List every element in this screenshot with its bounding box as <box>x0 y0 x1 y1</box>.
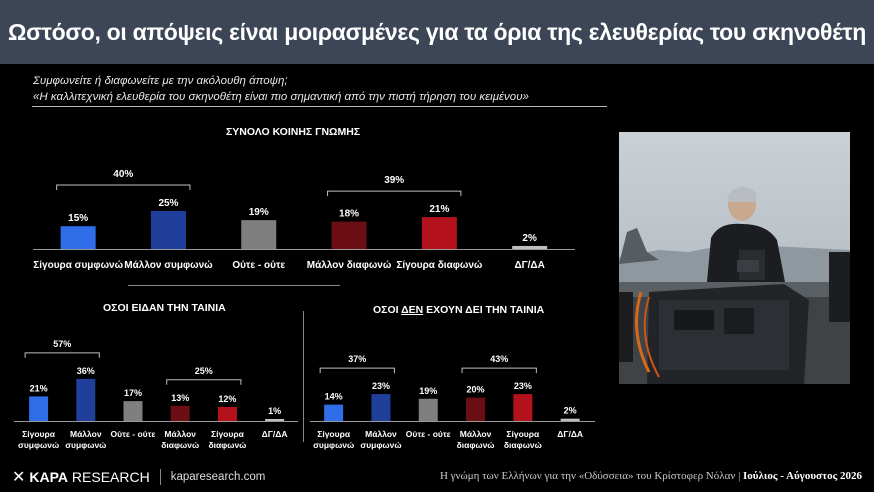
chart-1-value-label-0: 21% <box>30 383 48 393</box>
chart-2-bar-1 <box>371 394 391 421</box>
chart-2-bar-5 <box>560 418 580 421</box>
chart-0-value-label-0: 15% <box>68 213 88 224</box>
chart-0-group-total-0: 40% <box>113 169 133 180</box>
chart-2-value-label-1: 23% <box>372 381 390 391</box>
footer-caption: Η γνώμη των Ελλήνων για την «Οδύσσεια» τ… <box>439 470 862 482</box>
chart-1-category-label-4: Σίγουρα διαφωνώ <box>208 429 246 450</box>
chart-0-category-label-1: Μάλλον συμφωνώ <box>124 260 213 271</box>
chart-1-value-label-4: 12% <box>218 394 236 404</box>
footer-website[interactable]: kaparesearch.com <box>170 471 266 483</box>
chart-2-category-label-0: Σίγουρα συμφωνώ <box>313 429 354 450</box>
chart-2-value-label-0: 14% <box>325 392 343 402</box>
chart-1-value-label-3: 13% <box>171 393 189 403</box>
chart-1-group-total-0: 57% <box>53 339 71 349</box>
chart-0-bar-1 <box>150 211 186 249</box>
title-bar: Ωστόσο, οι απόψεις είναι μοιρασμένες για… <box>0 0 874 64</box>
chart-0-group-bracket-1 <box>327 190 462 197</box>
chart-0-value-label-5: 2% <box>522 233 537 244</box>
chart-1-bar-0 <box>29 396 49 421</box>
chart-title-total: ΣΥΝΟΛΟ ΚΟΙΝΗΣ ΓΝΩΜΗΣ <box>226 126 361 138</box>
chart-1-category-label-0: Σίγουρα συμφωνώ <box>18 429 59 450</box>
chart-2-group-total-0: 37% <box>348 354 366 364</box>
chart-1-bar-2 <box>123 401 143 421</box>
chart-2-group-bracket-0 <box>319 367 395 374</box>
chart-0-bar-3 <box>331 221 367 249</box>
chart-0-category-label-2: Ούτε - ούτε <box>232 260 285 271</box>
chart-2-value-label-4: 23% <box>514 381 532 391</box>
chart-1-value-label-5: 1% <box>268 406 281 416</box>
chart-title-not-watched: ΟΣΟΙ ΔΕΝ ΕΧΟΥΝ ΔΕΙ ΤΗΝ ΤΑΙΝΙΑ <box>373 304 545 316</box>
chart-0-category-label-5: ΔΓ/ΔΑ <box>514 260 544 271</box>
chart-1-bar-4 <box>217 406 237 421</box>
chart-0-group-total-1: 39% <box>384 175 404 186</box>
chart-1-group-bracket-0 <box>24 352 100 358</box>
section-divider-vertical <box>303 311 304 442</box>
question-line-1: Συμφωνείτε ή διαφωνείτε με την ακόλουθη … <box>33 75 288 87</box>
footer-divider <box>159 469 161 485</box>
chart-1-bar-5 <box>265 419 285 421</box>
chart-2-category-label-2: Ούτε - ούτε <box>406 429 451 439</box>
chart-2-category-label-5: ΔΓ/ΔΑ <box>557 429 583 439</box>
chart-1-group-total-1: 25% <box>195 366 213 376</box>
film-set-photo <box>619 132 850 384</box>
chart-2-bar-4 <box>513 394 533 421</box>
survey-question: Συμφωνείτε ή διαφωνείτε με την ακόλουθη … <box>33 73 529 105</box>
chart-1-category-label-2: Ούτε - ούτε <box>111 429 156 439</box>
chart-2-bar-0 <box>324 404 344 421</box>
chart-0-group-bracket-0 <box>56 184 191 190</box>
chart-2-category-label-3: Μάλλον διαφωνώ <box>457 429 495 450</box>
section-divider-horizontal <box>128 285 340 286</box>
chart-1-category-label-3: Μάλλον διαφωνώ <box>161 429 199 450</box>
chart-1-category-label-1: Μάλλον συμφωνώ <box>65 429 106 450</box>
chart-0-bar-4 <box>421 217 457 249</box>
page-title: Ωστόσο, οι απόψεις είναι μοιρασμένες για… <box>8 18 866 45</box>
chart-0-category-label-0: Σίγουρα συμφωνώ <box>33 260 123 271</box>
chart-1-bar-3 <box>170 405 190 421</box>
chart-2-bar-2 <box>418 398 438 421</box>
chart-0-category-label-3: Μάλλον διαφωνώ <box>307 260 392 271</box>
chart-0-category-label-4: Σίγουρα διαφωνώ <box>396 260 483 271</box>
chart-1-value-label-1: 36% <box>77 366 95 376</box>
director-photo-illustration <box>619 132 850 384</box>
chart-2-value-label-2: 19% <box>419 386 437 396</box>
chart-title-watched: ΟΣΟΙ ΕΙΔΑΝ ΤΗΝ ΤΑΙΝΙΑ <box>103 302 226 314</box>
chart-0-value-label-4: 21% <box>429 204 449 215</box>
chart-1-value-label-2: 17% <box>124 388 142 398</box>
chart-2-category-label-1: Μάλλον συμφωνώ <box>360 429 401 450</box>
chart-2-category-label-4: Σίγουρα διαφωνώ <box>504 429 542 450</box>
chart-0-bar-2 <box>241 220 277 249</box>
chart-2-value-label-5: 2% <box>564 406 577 416</box>
chart-2-bar-3 <box>466 397 486 421</box>
question-underline <box>32 106 607 107</box>
footer-logo: ✕ KAPA RESEARCH kaparesearch.com <box>12 469 266 486</box>
chart-0-value-label-3: 18% <box>339 209 359 220</box>
chart-2-group-bracket-1 <box>461 367 537 374</box>
chart-0-value-label-1: 25% <box>158 198 178 209</box>
chart-1-category-label-5: ΔΓ/ΔΑ <box>262 429 288 439</box>
kapa-logo-icon: ✕ <box>12 469 26 486</box>
chart-0-bar-5 <box>512 245 548 249</box>
chart-2-group-total-1: 43% <box>490 354 508 364</box>
chart-0-bar-0 <box>60 226 96 249</box>
question-line-2: «Η καλλιτεχνική ελευθερία του σκηνοθέτη … <box>33 91 529 103</box>
chart-1-group-bracket-1 <box>166 379 242 385</box>
chart-1-bar-1 <box>76 378 96 421</box>
chart-0-value-label-2: 19% <box>249 207 269 218</box>
chart-2-value-label-3: 20% <box>467 385 485 395</box>
